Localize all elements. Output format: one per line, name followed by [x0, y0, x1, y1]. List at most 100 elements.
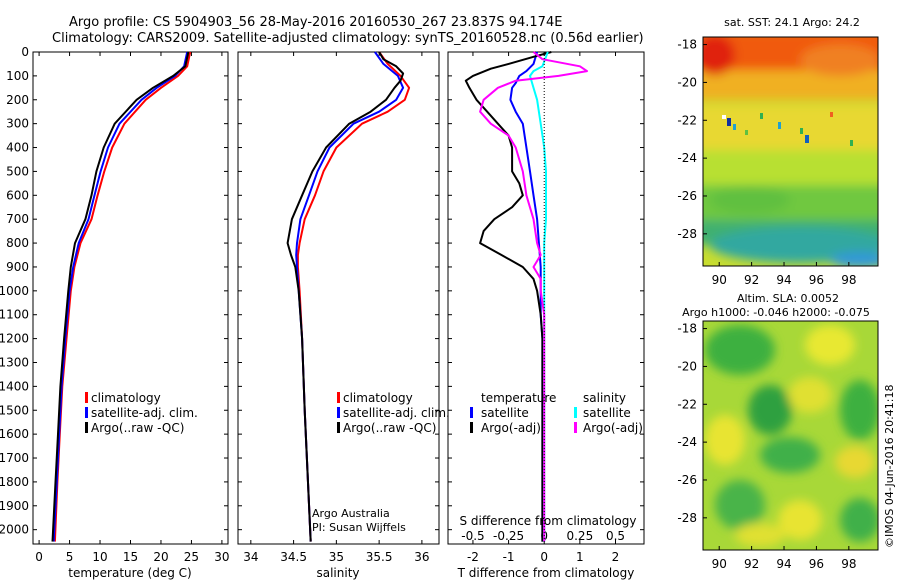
map-x-tick-label: 96 — [809, 557, 824, 571]
legend-swatch-magenta — [574, 422, 577, 433]
legend-swatch-red — [337, 392, 340, 403]
map-y-tick-label: -22 — [677, 397, 697, 411]
legend-swatch-blue — [85, 407, 88, 418]
map-x-tick-label: 96 — [809, 273, 824, 287]
x-tick-label: 0 — [540, 550, 548, 564]
sst-map-speckles — [722, 112, 853, 146]
argo-australia-label: Argo Australia — [312, 507, 390, 520]
map-y-tick-label: -20 — [677, 359, 697, 373]
depth-tick-label: 100 — [6, 69, 29, 83]
depth-tick-label: 700 — [6, 212, 29, 226]
series-line-climatology — [53, 51, 192, 542]
series-line-satellite-adj-clim- — [295, 51, 405, 542]
map-y-tick-label: -18 — [677, 38, 697, 52]
sst-map-frame — [702, 36, 879, 267]
legend-swatch-red — [85, 392, 88, 403]
map-y-tick-label: -20 — [677, 75, 697, 89]
map-x-tick-label: 94 — [776, 273, 791, 287]
depth-tick-label: 600 — [6, 188, 29, 202]
legend-swatch-black — [470, 422, 473, 433]
x-tick-label: 34.5 — [280, 550, 307, 564]
depth-tick-label: 2000 — [0, 523, 29, 537]
map-x-tick-label: 92 — [744, 273, 759, 287]
legend-label: Argo(-adj) — [481, 421, 541, 435]
map-y-tick-label: -24 — [677, 435, 697, 449]
legend-swatch-cyan — [574, 407, 577, 418]
x-tick-label: 1 — [576, 550, 584, 564]
x-tick-label: 5 — [66, 550, 74, 564]
series-line-salinity-satellite — [529, 51, 549, 542]
x-tick-label: 20 — [153, 550, 168, 564]
legend-label: satellite — [481, 406, 529, 420]
depth-tick-label: 300 — [6, 117, 29, 131]
map-y-tick-label: -18 — [677, 322, 697, 336]
x-tick-label: 10 — [92, 550, 107, 564]
map-y-tick-label: -28 — [677, 227, 697, 241]
x-tick-label-salinity: 0.5 — [606, 529, 625, 543]
sst-map-yticks: -18 -20 -22 -24 -26 -28 — [677, 38, 707, 241]
map-y-tick-label: -24 — [677, 151, 697, 165]
legend-label: satellite-adj. clim. — [91, 406, 198, 420]
sla-map-title-2: Argo h1000: -0.046 h2000: -0.075 — [682, 306, 870, 319]
series-line-temperature-argo-adj- — [464, 51, 552, 542]
x-tick-label: 36 — [414, 550, 429, 564]
depth-tick-label: 400 — [6, 141, 29, 155]
series-line-argo-raw-qc- — [51, 51, 190, 542]
x-tick-label: 25 — [184, 550, 199, 564]
temperature-xlabel: temperature (deg C) — [68, 566, 191, 580]
salinity-legend: climatology satellite-adj. clim. Argo(..… — [337, 391, 450, 435]
series-line-satellite-adj-clim- — [52, 51, 189, 542]
legend-title-temperature: temperature — [481, 391, 556, 405]
sla-map-frame — [702, 320, 879, 551]
series-line-salinity-argo-adj- — [479, 51, 588, 542]
legend-swatch-black — [337, 422, 340, 433]
legend-label: climatology — [343, 391, 413, 405]
depth-axis-labels: 0 100 200 300 400 500 600 700 800 900 1000 1100 1200… — [0, 45, 29, 537]
legend-label: Argo(-adj) — [583, 421, 643, 435]
depth-tick-label: 1000 — [0, 284, 29, 298]
temperature-plot: 0 5 10 15 20 25 30 — [33, 51, 230, 564]
difference-legend: temperature satellite Argo(-adj) salinit… — [470, 391, 643, 435]
difference-xlabel-top: S difference from climatology — [460, 514, 637, 528]
depth-tick-label: 1100 — [0, 308, 29, 322]
sst-map-image — [703, 37, 878, 266]
header-line-1: Argo profile: CS 5904903_56 28-May-2016 … — [69, 15, 562, 30]
sla-map-yticks: -18 -20 -22 -24 -26 -28 — [677, 322, 707, 525]
salinity-plot: 34 34.5 35 35.5 36 — [238, 51, 439, 564]
depth-tick-label: 1900 — [0, 499, 29, 513]
depth-tick-label: 1400 — [0, 379, 29, 393]
x-tick-label: 2 — [612, 550, 620, 564]
salinity-panel-frame — [237, 51, 440, 545]
x-tick-label: 34 — [243, 550, 258, 564]
depth-tick-label: 500 — [6, 164, 29, 178]
depth-tick-label: 1300 — [0, 355, 29, 369]
sla-map-title-1: Altim. SLA: 0.0052 — [737, 292, 839, 305]
x-tick-label: -2 — [467, 550, 479, 564]
depth-tick-label: 1200 — [0, 332, 29, 346]
map-x-tick-label: 92 — [744, 557, 759, 571]
map-y-tick-label: -22 — [677, 113, 697, 127]
map-x-tick-label: 90 — [712, 273, 727, 287]
map-y-tick-label: -26 — [677, 473, 697, 487]
x-tick-label: 30 — [214, 550, 229, 564]
x-tick-label: 35.5 — [366, 550, 393, 564]
depth-tick-label: 900 — [6, 260, 29, 274]
legend-title-salinity: salinity — [583, 391, 626, 405]
pi-label: PI: Susan Wijffels — [312, 521, 406, 534]
sla-map-xticks: 90 92 94 96 98 — [712, 546, 856, 571]
salinity-xlabel: salinity — [316, 566, 359, 580]
x-tick-label: -1 — [503, 550, 515, 564]
legend-swatch-blue — [337, 407, 340, 418]
x-tick-label-salinity: 0.25 — [566, 529, 593, 543]
temperature-legend: climatology satellite-adj. clim. Argo(..… — [85, 391, 198, 435]
legend-label: climatology — [91, 391, 161, 405]
depth-tick-label: 200 — [6, 93, 29, 107]
temperature-panel-frame — [32, 51, 229, 545]
series-line-argo-raw-qc- — [286, 51, 405, 542]
legend-swatch-black — [85, 422, 88, 433]
x-tick-label: 15 — [123, 550, 138, 564]
legend-label: satellite — [583, 406, 631, 420]
map-x-tick-label: 98 — [841, 557, 856, 571]
